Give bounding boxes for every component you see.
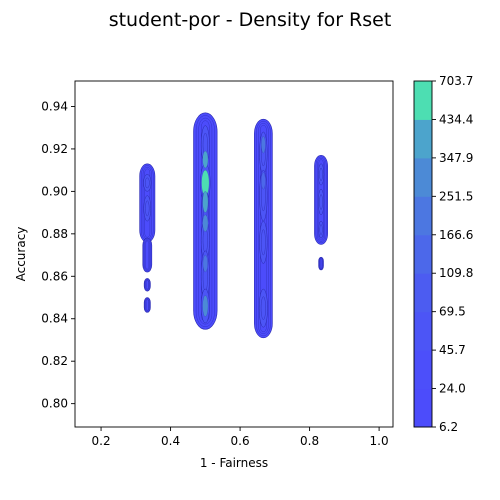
colorbar-tick-label: 166.6	[439, 228, 473, 242]
contour-line	[145, 240, 150, 270]
x-axis: 0.2 0.4 0.6 0.8 1.0	[92, 427, 389, 448]
contour-line	[318, 257, 324, 270]
colorbar-tick-label: 6.2	[439, 420, 458, 434]
x-axis-label: 1 - Fairness	[200, 456, 268, 470]
x-tick-label: 0.4	[161, 434, 180, 448]
density-peak	[202, 214, 209, 232]
density-core	[143, 195, 152, 222]
y-tick-label: 0.94	[41, 99, 68, 113]
colorbar-segment	[414, 350, 432, 390]
density-core	[318, 220, 324, 239]
colorbar-segment	[414, 196, 432, 236]
colorbar-tick-label: 347.9	[439, 151, 473, 165]
colorbar-tick-label: 24.0	[439, 382, 466, 396]
y-tick-label: 0.80	[41, 397, 68, 411]
contour-line	[319, 258, 323, 269]
contour-line	[144, 297, 150, 312]
contour-line	[317, 157, 326, 242]
contour-line	[319, 258, 323, 270]
colorbar-tick-label: 434.4	[439, 112, 473, 126]
y-tick-label: 0.82	[41, 354, 68, 368]
colorbar-tick-label: 45.7	[439, 343, 466, 357]
y-tick-label: 0.90	[41, 184, 68, 198]
density-core	[143, 174, 152, 192]
contour-line	[319, 167, 323, 182]
contour-line	[256, 120, 271, 337]
y-tick-label: 0.88	[41, 227, 68, 241]
density-peak	[202, 295, 209, 317]
colorbar-tick-label: 109.8	[439, 266, 473, 280]
density-region	[142, 237, 153, 273]
x-tick-label: 0.6	[231, 434, 250, 448]
y-tick-label: 0.84	[41, 312, 68, 326]
x-tick-label: 0.2	[92, 434, 111, 448]
contour-line	[145, 200, 150, 217]
contour-line	[258, 122, 269, 335]
colorbar-segment	[414, 81, 432, 120]
contour-line	[145, 299, 149, 311]
x-tick-label: 0.8	[300, 434, 319, 448]
density-peak	[202, 191, 209, 213]
colorbar-segment	[414, 157, 432, 197]
colorbar-tick-label: 69.5	[439, 305, 466, 319]
colorbar-tick-label: 251.5	[439, 189, 473, 203]
density-core	[318, 189, 325, 215]
density-core	[318, 163, 325, 186]
contour-line	[145, 298, 150, 312]
density-peak	[202, 254, 208, 273]
contour-line	[143, 238, 152, 272]
colorbar-segment	[414, 273, 432, 313]
density-peak	[261, 172, 266, 190]
x-tick-label: 1.0	[370, 434, 389, 448]
contour-line	[145, 280, 149, 290]
y-tick-label: 0.86	[41, 269, 68, 283]
colorbar-segment	[414, 234, 432, 274]
y-tick-label: 0.92	[41, 142, 68, 156]
colorbar-tick-label: 703.7	[439, 74, 473, 88]
density-peak	[202, 150, 209, 169]
y-axis: 0.80 0.82 0.84 0.86 0.88 0.90 0.92 0.94	[41, 99, 75, 411]
colorbar: 6.2 24.0 45.7 69.5 109.8 166.6 251.5 347.9 434.4…	[413, 74, 473, 434]
contour-line	[144, 239, 151, 271]
contour-line	[198, 117, 213, 325]
contour-line	[195, 115, 215, 328]
density-core	[258, 288, 268, 328]
plot-area	[74, 80, 394, 428]
contour-line	[144, 278, 150, 291]
plot-frame	[74, 80, 394, 428]
colorbar-segment	[414, 388, 432, 428]
contour-line	[319, 194, 323, 210]
density-core	[259, 220, 268, 264]
colorbar-segment	[414, 311, 432, 351]
contour-line	[145, 279, 150, 291]
contour-line	[260, 296, 266, 320]
contour-line	[261, 229, 266, 256]
colorbar-segment	[414, 119, 432, 159]
chart-title: student-por - Density for Rset	[109, 9, 392, 31]
density-peak	[261, 135, 266, 154]
contour-line	[315, 156, 327, 244]
y-axis-label: Accuracy	[14, 227, 28, 282]
colorbar-frame	[413, 80, 433, 428]
contour-line	[144, 177, 150, 189]
contour-line	[319, 224, 323, 235]
